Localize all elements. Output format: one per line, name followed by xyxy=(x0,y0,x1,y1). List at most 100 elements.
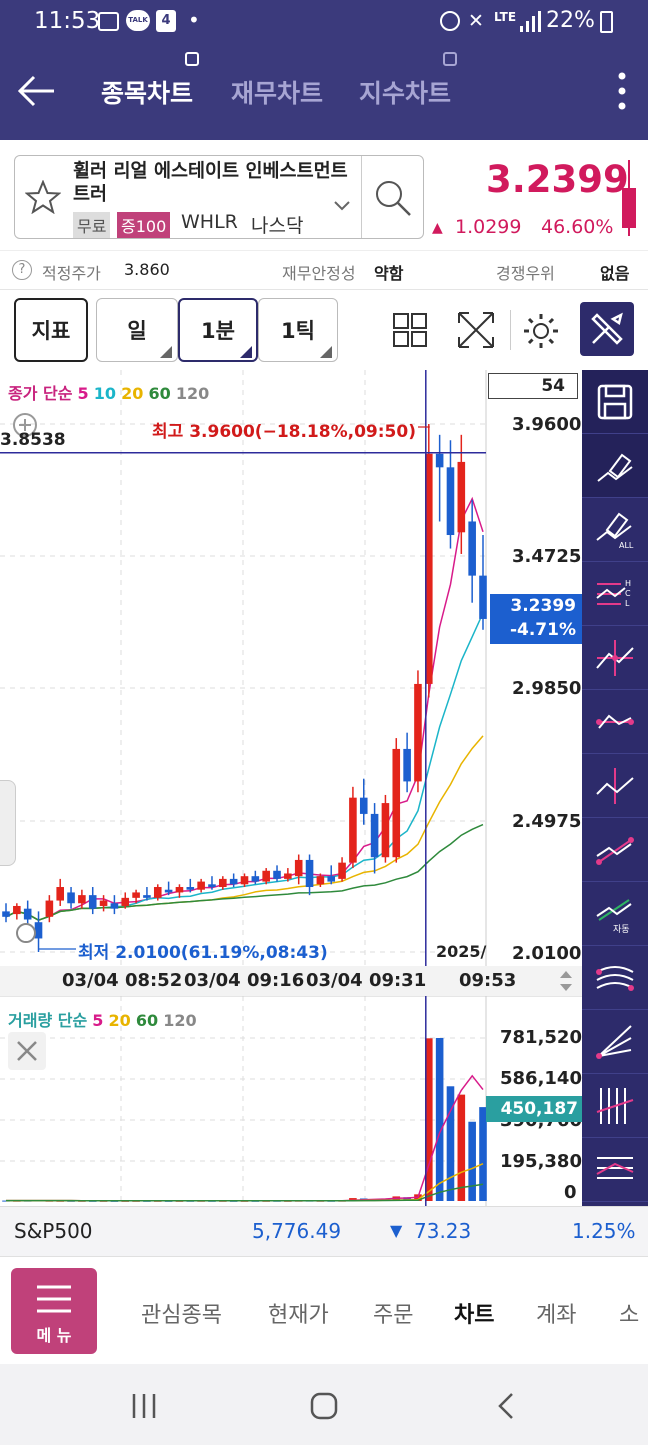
side-panel-handle[interactable] xyxy=(0,780,16,866)
candle-body xyxy=(349,797,357,863)
cross-line-button[interactable] xyxy=(582,626,648,690)
period-1min-label: 1분 xyxy=(201,319,235,343)
svg-text:자동: 자동 xyxy=(613,924,630,934)
ma20-line xyxy=(5,735,484,922)
tab-stock-chart[interactable]: 종목차트 xyxy=(101,79,194,108)
margin-tag: 증100 xyxy=(117,212,171,238)
channel-line-button[interactable] xyxy=(582,1138,648,1202)
clock: 11:53 xyxy=(34,8,101,34)
vol-ma20-label: 20 xyxy=(108,1011,131,1030)
close-icon xyxy=(17,1041,37,1061)
nav-chart[interactable]: 차트 xyxy=(454,1303,495,1328)
status-bar: 11:53 TALK 4 • ✕ LTE 22% xyxy=(0,0,648,44)
index-down-icon: ▼ xyxy=(390,1221,403,1240)
stock-header: 휠러 리얼 에스테이트 인베스트먼트 트러 무료 증100 WHLR 나스닥 3… xyxy=(0,140,648,250)
candle-body xyxy=(34,922,43,939)
menu-button[interactable]: 메 뉴 xyxy=(11,1268,97,1354)
status-dot: • xyxy=(188,8,200,32)
volume-tick: 195,380 xyxy=(500,1151,582,1172)
volume-bar xyxy=(425,1038,433,1201)
fibonacci-arc-button[interactable] xyxy=(582,946,648,1010)
network-type: LTE xyxy=(494,10,517,24)
nav-account[interactable]: 계좌 xyxy=(536,1303,577,1328)
nav-current-price[interactable]: 현재가 xyxy=(268,1303,329,1328)
erase-all-button[interactable]: ALL xyxy=(582,498,648,562)
period-1tick-label: 1틱 xyxy=(281,319,315,343)
cycle-line-button[interactable] xyxy=(582,1074,648,1138)
home-icon[interactable] xyxy=(309,1391,339,1421)
fullscreen-icon[interactable] xyxy=(456,310,496,350)
fan-line-button[interactable] xyxy=(582,1010,648,1074)
candle-body xyxy=(78,895,86,904)
horizontal-line-button[interactable] xyxy=(582,690,648,754)
favorite-star-icon[interactable] xyxy=(25,180,61,214)
fair-price-label: 적정주가 xyxy=(42,264,101,283)
candle-body xyxy=(56,887,64,901)
svg-text:H: H xyxy=(625,579,631,588)
search-icon[interactable] xyxy=(373,178,413,218)
nav-order[interactable]: 주문 xyxy=(373,1303,414,1328)
count-box[interactable]: 54 xyxy=(488,373,578,399)
bottom-navigation: 메 뉴 관심종목 현재가 주문 차트 계좌 소 xyxy=(0,1256,648,1364)
volume-bar xyxy=(446,1086,455,1201)
drawing-tools-button[interactable] xyxy=(580,302,634,356)
nav-more[interactable]: 소 xyxy=(619,1303,640,1328)
close-volume-button[interactable] xyxy=(8,1032,46,1070)
volume-legend[interactable]: 거래량 단순 5 20 60 120 xyxy=(8,1007,197,1031)
stock-name-line1: 휠러 리얼 에스테이트 인베스트먼트 xyxy=(73,161,348,182)
ma60-line xyxy=(5,823,484,922)
price-legend[interactable]: 종가 단순 5 10 20 60 120 xyxy=(8,380,209,404)
fan-icon xyxy=(596,1024,632,1059)
back-icon[interactable] xyxy=(496,1391,516,1421)
stock-selector[interactable]: 휠러 리얼 에스테이트 인베스트먼트 트러 무료 증100 WHLR 나스닥 xyxy=(14,155,424,239)
time-axis[interactable] xyxy=(0,966,582,996)
candle-body xyxy=(143,895,151,898)
grid-layout-icon[interactable] xyxy=(392,312,428,348)
ma120-label: 120 xyxy=(175,384,210,403)
eraser-button[interactable] xyxy=(582,434,648,498)
eraser-icon xyxy=(597,453,633,482)
back-arrow-icon[interactable] xyxy=(16,74,56,108)
candle-body xyxy=(284,873,292,879)
indicator-button[interactable]: 지표 xyxy=(14,298,88,362)
candle-body xyxy=(153,887,162,898)
vol-ma20-line xyxy=(6,1163,484,1202)
index-value: 5,776.49 xyxy=(252,1219,342,1243)
vertical-line-button[interactable] xyxy=(582,754,648,818)
candle-body xyxy=(381,803,390,858)
tab-financial-chart[interactable]: 재무차트 xyxy=(231,79,324,108)
nav-watchlist[interactable]: 관심종목 xyxy=(141,1303,222,1328)
mini-candle-icon xyxy=(622,160,636,236)
vol-ma60-label: 60 xyxy=(135,1011,159,1030)
candle-body xyxy=(468,521,476,576)
chevron-down-icon[interactable] xyxy=(333,200,351,212)
help-icon[interactable]: ? xyxy=(12,260,32,280)
vol-ma60-line xyxy=(6,1183,484,1202)
time-label: 03/04 09:16 xyxy=(184,970,305,991)
low-marker-circle xyxy=(16,923,36,944)
arc-icon xyxy=(596,965,634,991)
price-tick: 2.9850 xyxy=(512,678,582,699)
chart-area[interactable]: 종가 단순 5 10 20 60 120 54 3.8538 최고 3.9600… xyxy=(0,370,582,1206)
period-1tick-button[interactable]: 1틱 xyxy=(258,298,338,362)
battery-percent: 22% xyxy=(546,8,595,33)
volume-bar xyxy=(435,1038,444,1201)
competitive-advantage-label: 경쟁우위 xyxy=(496,264,555,283)
exchange: 나스닥 xyxy=(251,215,304,237)
period-1min-button[interactable]: 1분 xyxy=(178,298,258,362)
chart-canvas[interactable] xyxy=(0,370,582,1206)
settings-gear-icon[interactable] xyxy=(522,312,560,350)
auto-trend-button[interactable]: 자동 xyxy=(582,882,648,946)
candle-body xyxy=(414,683,422,782)
volume-bar xyxy=(457,1094,466,1201)
tab-index-chart[interactable]: 지수차트 xyxy=(359,79,452,108)
save-drawing-button[interactable] xyxy=(582,370,648,434)
trend-line-button[interactable] xyxy=(582,818,648,882)
scroll-updown-icon[interactable] xyxy=(558,968,574,994)
more-menu-icon[interactable] xyxy=(612,70,632,112)
period-day-button[interactable]: 일 xyxy=(96,298,178,362)
recent-apps-icon[interactable] xyxy=(130,1392,158,1420)
zoom-in-icon[interactable] xyxy=(12,412,38,438)
index-ticker[interactable]: S&P500 5,776.49 ▼ 73.23 1.25% xyxy=(0,1206,648,1256)
